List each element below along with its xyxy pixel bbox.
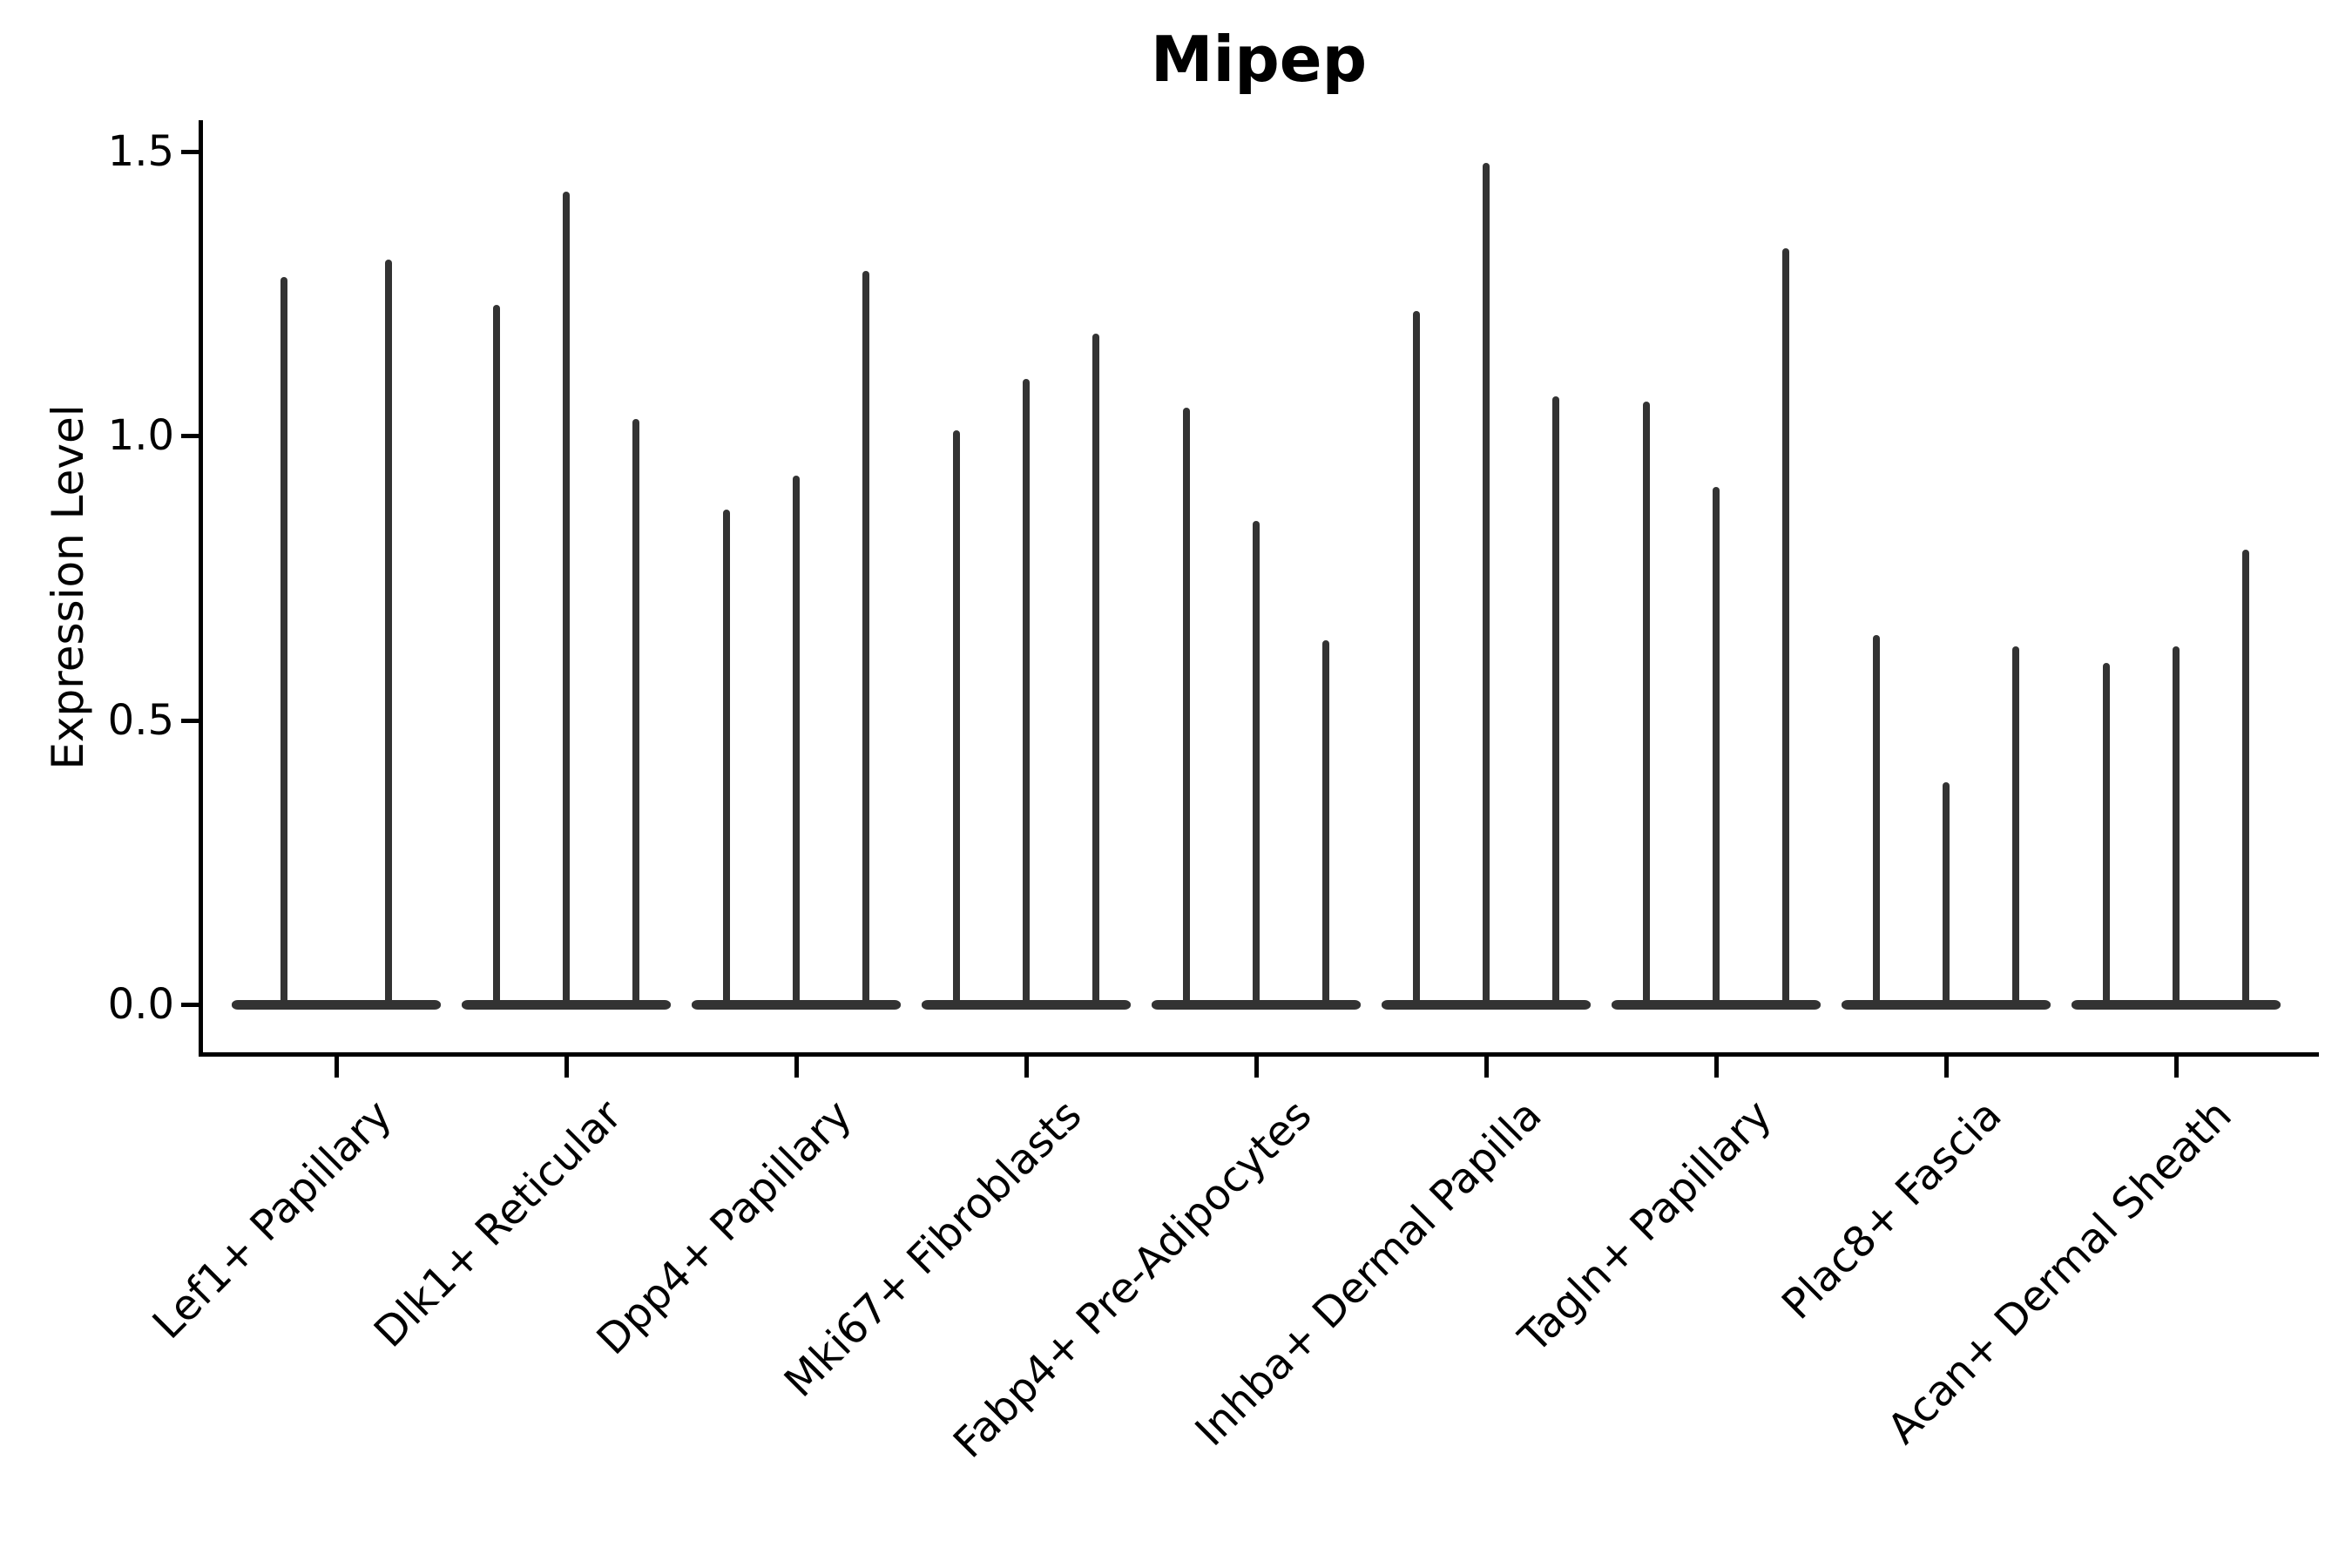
chart-title: Mipep — [1150, 23, 1368, 96]
violin-spike — [2173, 645, 2180, 1007]
x-axis-line — [199, 1052, 2319, 1057]
violin-spike — [563, 191, 570, 1007]
x-tick — [1714, 1057, 1719, 1078]
y-tick-label: 1.5 — [107, 126, 174, 176]
y-tick-label: 0.5 — [107, 695, 174, 745]
violin-spike — [280, 276, 287, 1007]
violin-spike — [1183, 407, 1190, 1007]
x-tick-label: Plac8+ Fascia — [1773, 1091, 2011, 1329]
x-tick — [1484, 1057, 1489, 1078]
y-tick — [181, 718, 200, 723]
violin-spike — [1713, 487, 1720, 1007]
violin-spike — [493, 305, 500, 1007]
y-tick-label: 0.0 — [107, 980, 174, 1029]
violin-spike — [1253, 521, 1260, 1007]
x-tick — [1944, 1057, 1949, 1078]
violin-spike — [1322, 640, 1329, 1007]
violin-spike — [1552, 395, 1559, 1007]
x-tick-label: Acan+ Dermal Sheath — [1878, 1091, 2241, 1454]
x-tick — [335, 1057, 339, 1078]
violin-spike — [1023, 379, 1030, 1007]
violin-spike — [723, 510, 730, 1007]
x-tick-label: Mki67+ Fibroblasts — [774, 1091, 1092, 1407]
x-tick-label: Tagln+ Papillary — [1509, 1091, 1781, 1362]
violin-spike — [2103, 663, 2110, 1007]
x-tick-label: Inhba+ Dermal Papilla — [1186, 1091, 1551, 1456]
x-tick — [2174, 1057, 2179, 1078]
y-tick-label: 1.0 — [107, 411, 174, 461]
violin-spike — [632, 418, 639, 1007]
violin-spike — [385, 259, 392, 1007]
violin-spike — [2242, 549, 2249, 1007]
x-tick — [1254, 1057, 1259, 1078]
y-axis-label: Expression Level — [43, 404, 93, 770]
x-tick-label: Dpp4+ Papillary — [587, 1091, 862, 1365]
violin-spike — [1413, 310, 1420, 1007]
x-tick — [1024, 1057, 1029, 1078]
violin-spike — [1643, 402, 1650, 1007]
violin-spike — [1943, 782, 1950, 1007]
violin-spike — [1873, 634, 1880, 1007]
violin-spike — [793, 475, 800, 1007]
x-tick — [564, 1057, 569, 1078]
violin-spike — [1483, 163, 1490, 1007]
y-tick — [181, 149, 200, 154]
violin-spike — [953, 429, 960, 1007]
y-tick — [181, 1003, 200, 1007]
x-tick-label: Fabp4+ Pre-Adipocytes — [943, 1091, 1321, 1468]
violin-spike — [2012, 645, 2019, 1007]
x-tick-label: Dlk1+ Reticular — [364, 1091, 632, 1357]
violin-spike — [862, 271, 869, 1007]
violin-spike — [1782, 247, 1789, 1007]
y-tick — [181, 434, 200, 439]
violin-base — [232, 1000, 441, 1010]
violin-spike — [1092, 333, 1099, 1007]
x-tick — [794, 1057, 799, 1078]
y-axis-line — [199, 120, 203, 1057]
